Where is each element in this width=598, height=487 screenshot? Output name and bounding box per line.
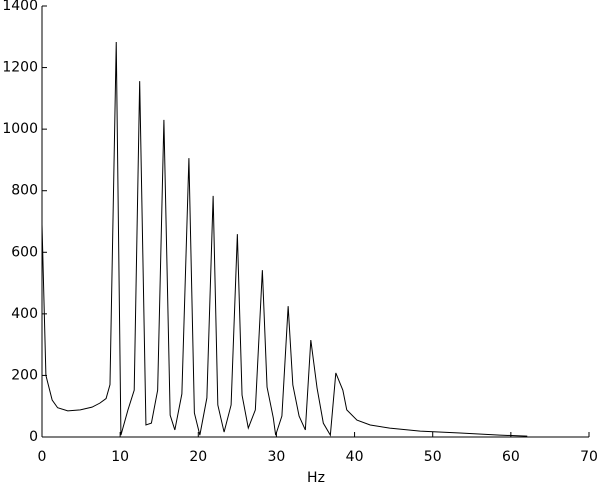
y-tick-label: 1200	[2, 60, 38, 76]
y-tick-label: 1000	[2, 121, 38, 137]
y-tick-label: 200	[11, 367, 38, 383]
y-tick-label: 800	[11, 183, 38, 199]
x-axis-label: Hz	[307, 470, 325, 486]
y-tick-label: 400	[11, 306, 38, 322]
x-tick-label: 40	[346, 449, 364, 465]
x-tick-label: 70	[580, 449, 598, 465]
data-line	[41, 42, 528, 437]
x-tick-label: 60	[502, 449, 520, 465]
y-tick-label: 0	[29, 429, 38, 445]
x-tick-label: 20	[189, 449, 207, 465]
y-tick-label: 600	[11, 244, 38, 260]
x-tick-label: 0	[38, 449, 47, 465]
x-tick-label: 50	[424, 449, 442, 465]
y-tick-label: 1400	[2, 0, 38, 14]
x-tick-label: 30	[268, 449, 286, 465]
x-tick-label: 10	[111, 449, 129, 465]
